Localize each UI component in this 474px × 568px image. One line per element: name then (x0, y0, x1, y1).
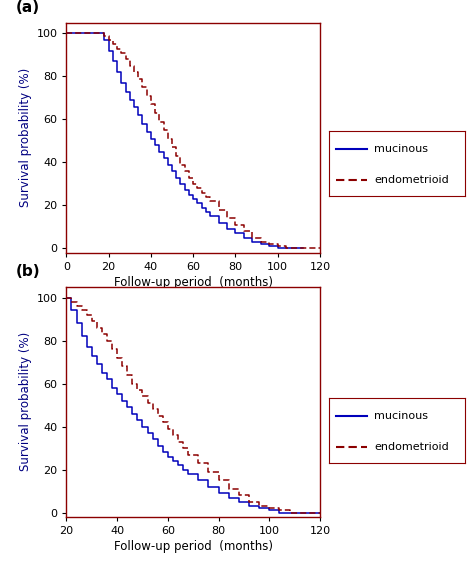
mucinous (249, 235, 255, 241)
endometrioid (276, 507, 282, 514)
endometrioid (64, 30, 69, 37)
X-axis label: Follow-up period  (months): Follow-up period (months) (114, 276, 273, 289)
mucinous (224, 225, 230, 232)
endometrioid (104, 331, 110, 337)
endometrioid (317, 245, 323, 252)
Text: endometrioid: endometrioid (374, 441, 449, 452)
Line: endometrioid: endometrioid (66, 34, 320, 248)
endometrioid (64, 294, 69, 301)
Text: mucinous: mucinous (374, 411, 428, 421)
mucinous (64, 294, 69, 301)
endometrioid (203, 194, 209, 201)
endometrioid (199, 189, 204, 196)
Line: mucinous: mucinous (66, 298, 320, 512)
endometrioid (241, 228, 247, 235)
endometrioid (170, 425, 176, 432)
mucinous (104, 369, 110, 376)
mucinous (165, 453, 171, 460)
endometrioid (104, 337, 110, 344)
mucinous (275, 245, 281, 252)
endometrioid (317, 509, 323, 516)
Text: endometrioid: endometrioid (374, 174, 449, 185)
endometrioid (152, 110, 158, 116)
Text: mucinous: mucinous (374, 144, 428, 154)
endometrioid (124, 371, 130, 378)
endometrioid (287, 509, 292, 516)
Y-axis label: Survival probability (%): Survival probability (%) (19, 332, 32, 471)
Line: endometrioid: endometrioid (66, 298, 320, 512)
Text: (b): (b) (16, 264, 40, 279)
mucinous (110, 58, 116, 65)
Text: (a): (a) (16, 0, 40, 15)
endometrioid (283, 245, 289, 252)
mucinous (104, 376, 110, 383)
mucinous (287, 509, 292, 516)
Line: mucinous: mucinous (66, 34, 303, 248)
Y-axis label: Survival probability (%): Survival probability (%) (19, 68, 32, 207)
mucinous (241, 230, 247, 237)
mucinous (64, 30, 69, 37)
mucinous (266, 243, 272, 250)
endometrioid (114, 41, 120, 48)
mucinous (317, 509, 323, 516)
mucinous (170, 453, 176, 460)
mucinous (300, 245, 306, 252)
X-axis label: Follow-up period  (months): Follow-up period (months) (114, 540, 273, 553)
endometrioid (165, 425, 171, 432)
mucinous (276, 509, 282, 516)
mucinous (233, 230, 238, 237)
endometrioid (182, 161, 188, 168)
mucinous (124, 404, 130, 411)
